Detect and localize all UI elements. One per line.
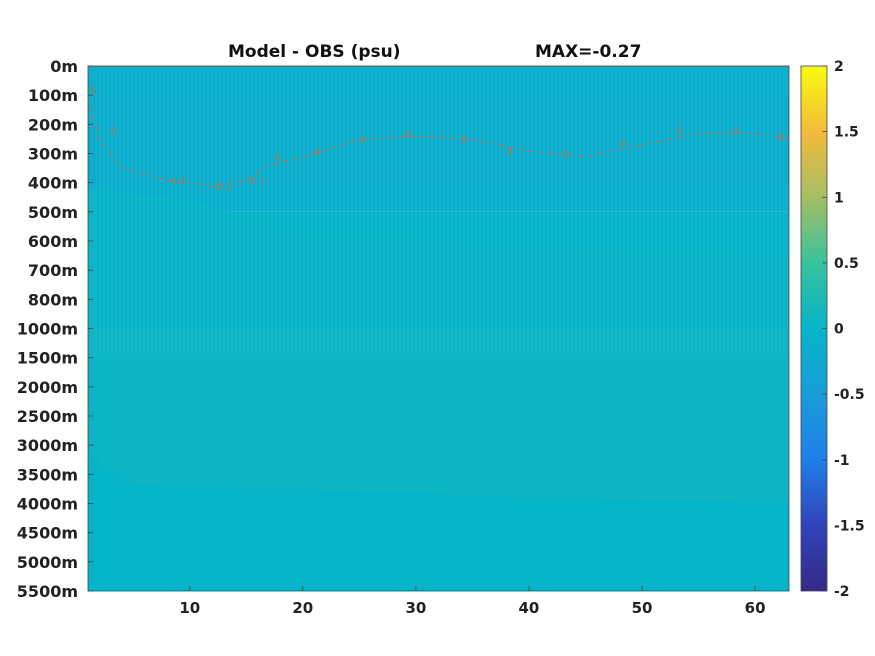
colorbar-tick-label: 1.5 (834, 125, 859, 141)
mid-band (88, 188, 789, 329)
y-tick-label: 0m (50, 57, 78, 76)
y-tick-label: 400m (28, 174, 78, 193)
contour-label: 0 (405, 129, 411, 140)
y-tick-label: 1500m (17, 349, 78, 368)
y-tick-label: 600m (28, 232, 78, 251)
contour-label: 0 (90, 85, 96, 96)
contour-label: 0 (111, 126, 117, 137)
contour-label: 0 (778, 132, 784, 143)
contour-line (88, 95, 789, 187)
contour-label: -0.1 (246, 176, 266, 187)
x-tick-label: 60 (745, 599, 766, 617)
colorbar-tick-label: 2 (834, 59, 844, 75)
y-tick-label: 4500m (17, 524, 78, 543)
y-axis: 0m 100m 200m 300m 400m 500m 600m 700m 800m 1000m 1… (17, 57, 93, 601)
contour-label: 0 (461, 135, 467, 146)
y-tick-label: 500m (28, 203, 78, 222)
y-tick-label: 300m (28, 145, 78, 164)
colorbar-tick-label: 0 (834, 322, 844, 338)
x-tick-label: 30 (405, 599, 426, 617)
x-tick-label: 10 (179, 599, 200, 617)
colorbar-tick-label: 1 (834, 190, 844, 206)
y-tick-label: 2000m (17, 378, 78, 397)
subsurface-minimum (88, 95, 789, 183)
colorbar-tick-label: -2 (834, 584, 850, 600)
contour-label: 0 (619, 138, 625, 149)
y-tick-label: 3500m (17, 465, 78, 484)
bottom-water (88, 445, 789, 591)
y-tick-label: 100m (28, 86, 78, 105)
y-tick-label: 5500m (17, 582, 78, 601)
x-tick-label: 20 (292, 599, 313, 617)
y-tick-label: 200m (28, 115, 78, 134)
y-tick-label: 3000m (17, 436, 78, 455)
y-tick-label: 4000m (17, 495, 78, 514)
colorbar-tick-label: -1 (834, 453, 850, 469)
colorbar-tick-label: -1.5 (834, 518, 865, 534)
contour-label: 0 (676, 126, 682, 137)
y-tick-label: 800m (28, 290, 78, 309)
heatmap-field: 0 0 -0.1 -0.1 -0.1 0 0 0 0 0 0 0 0 0 0 0 (88, 66, 789, 591)
contour-label: 0 (275, 152, 281, 163)
y-tick-label: 700m (28, 261, 78, 280)
contour-label: -0.1 (212, 182, 232, 193)
contour-label: 0 (563, 150, 569, 161)
x-tick-label: 40 (519, 599, 540, 617)
contour-label: -0.1 (167, 176, 187, 187)
y-tick-label: 5000m (17, 553, 78, 572)
colorbar-ticks: 2 1.5 1 0.5 0 -0.5 -1 -1.5 -2 (822, 59, 865, 600)
y-tick-label: 2500m (17, 407, 78, 426)
contour-label: 0 (506, 147, 512, 158)
x-axis: 10 20 30 40 50 60 (179, 586, 766, 617)
chart-title: Model - OBS (psu) (228, 42, 401, 62)
y-tick-label: 1000m (17, 320, 78, 339)
contour-label: 0 (732, 126, 738, 137)
max-annotation: MAX=-0.27 (535, 42, 642, 62)
contour-label: 0 (359, 135, 365, 146)
colorbar-tick-label: 0.5 (834, 256, 859, 272)
x-tick-label: 50 (632, 599, 653, 617)
deep-layer (88, 328, 789, 504)
contour-label: 0 (314, 147, 320, 158)
colorbar-tick-label: -0.5 (834, 387, 865, 403)
